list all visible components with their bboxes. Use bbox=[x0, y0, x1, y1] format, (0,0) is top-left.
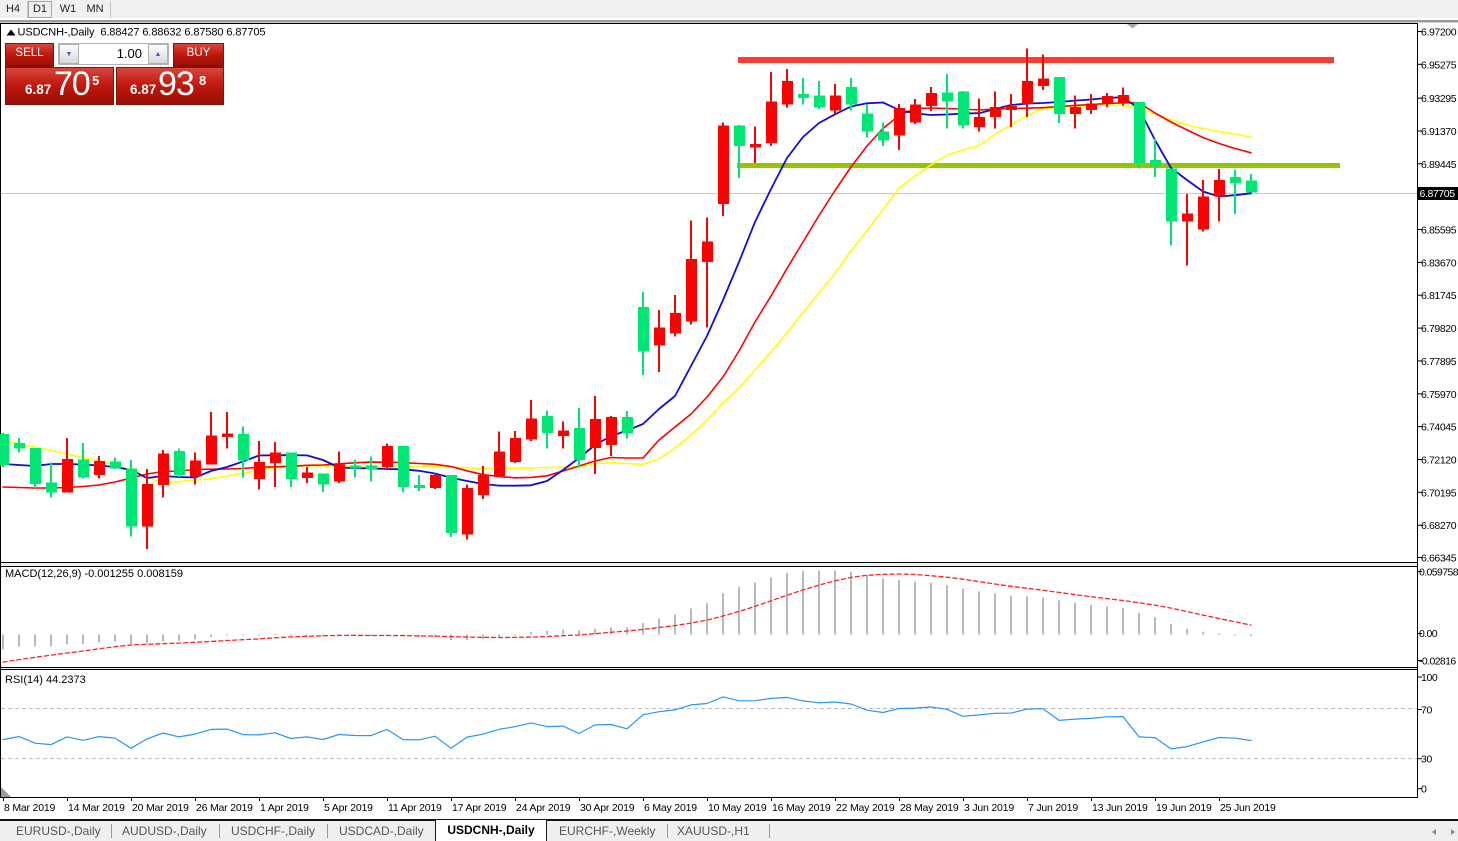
svg-text:10 May 2019: 10 May 2019 bbox=[708, 802, 767, 814]
svg-text:6.87705: 6.87705 bbox=[1420, 188, 1456, 200]
svg-text:20 Mar 2019: 20 Mar 2019 bbox=[132, 802, 189, 814]
svg-text:6.91370: 6.91370 bbox=[1421, 126, 1457, 138]
svg-text:6.93295: 6.93295 bbox=[1421, 93, 1457, 105]
svg-text:19 Jun 2019: 19 Jun 2019 bbox=[1156, 802, 1212, 814]
svg-text:14 Mar 2019: 14 Mar 2019 bbox=[68, 802, 125, 814]
svg-text:30: 30 bbox=[1421, 754, 1432, 766]
svg-text:0: 0 bbox=[1421, 784, 1427, 796]
svg-text:6.68270: 6.68270 bbox=[1421, 520, 1457, 532]
svg-text:6.66345: 6.66345 bbox=[1421, 553, 1457, 565]
svg-text:5 Apr 2019: 5 Apr 2019 bbox=[324, 802, 373, 814]
svg-text:6.95275: 6.95275 bbox=[1421, 59, 1457, 71]
svg-text:16 May 2019: 16 May 2019 bbox=[772, 802, 831, 814]
svg-text:USDCNH-,Daily 6.88427 6.88632: USDCNH-,Daily 6.88427 6.88632 6.87580 6.… bbox=[18, 27, 266, 39]
svg-text:6.74045: 6.74045 bbox=[1421, 422, 1457, 434]
svg-text:MACD(12,26,9) -0.001255 0.0081: MACD(12,26,9) -0.001255 0.008159 bbox=[5, 568, 183, 580]
svg-text:6.77895: 6.77895 bbox=[1421, 356, 1457, 368]
svg-text:6.85595: 6.85595 bbox=[1421, 225, 1457, 237]
svg-text:0.059758: 0.059758 bbox=[1419, 567, 1458, 579]
svg-text:6.97200: 6.97200 bbox=[1421, 27, 1457, 39]
svg-text:17 Apr 2019: 17 Apr 2019 bbox=[452, 802, 507, 814]
svg-text:1 Apr 2019: 1 Apr 2019 bbox=[260, 802, 309, 814]
svg-text:8 Mar 2019: 8 Mar 2019 bbox=[4, 802, 55, 814]
svg-text:13 Jun 2019: 13 Jun 2019 bbox=[1092, 802, 1148, 814]
svg-text:6.72120: 6.72120 bbox=[1421, 455, 1457, 467]
svg-text:7 Jun 2019: 7 Jun 2019 bbox=[1028, 802, 1078, 814]
svg-text:6.81745: 6.81745 bbox=[1421, 290, 1457, 302]
svg-text:6.79820: 6.79820 bbox=[1421, 323, 1457, 335]
svg-text:RSI(14) 44.2373: RSI(14) 44.2373 bbox=[5, 674, 86, 686]
svg-text:11 Apr 2019: 11 Apr 2019 bbox=[388, 802, 442, 814]
svg-text:0.00: 0.00 bbox=[1419, 628, 1438, 640]
svg-text:24 Apr 2019: 24 Apr 2019 bbox=[516, 802, 571, 814]
svg-text:100: 100 bbox=[1421, 672, 1438, 684]
svg-text:70: 70 bbox=[1421, 705, 1432, 717]
svg-text:28 May 2019: 28 May 2019 bbox=[900, 802, 959, 814]
svg-text:25 Jun 2019: 25 Jun 2019 bbox=[1220, 802, 1276, 814]
svg-text:6.83670: 6.83670 bbox=[1421, 257, 1457, 269]
svg-text:-0.02816: -0.02816 bbox=[1419, 656, 1456, 668]
svg-text:6.75970: 6.75970 bbox=[1421, 389, 1457, 401]
svg-text:22 May 2019: 22 May 2019 bbox=[836, 802, 895, 814]
svg-text:30 Apr 2019: 30 Apr 2019 bbox=[580, 802, 635, 814]
svg-text:6.70195: 6.70195 bbox=[1421, 487, 1457, 499]
svg-text:6 May 2019: 6 May 2019 bbox=[644, 802, 697, 814]
svg-text:3 Jun 2019: 3 Jun 2019 bbox=[964, 802, 1014, 814]
svg-text:6.89445: 6.89445 bbox=[1421, 159, 1457, 171]
svg-text:26 Mar 2019: 26 Mar 2019 bbox=[196, 802, 253, 814]
